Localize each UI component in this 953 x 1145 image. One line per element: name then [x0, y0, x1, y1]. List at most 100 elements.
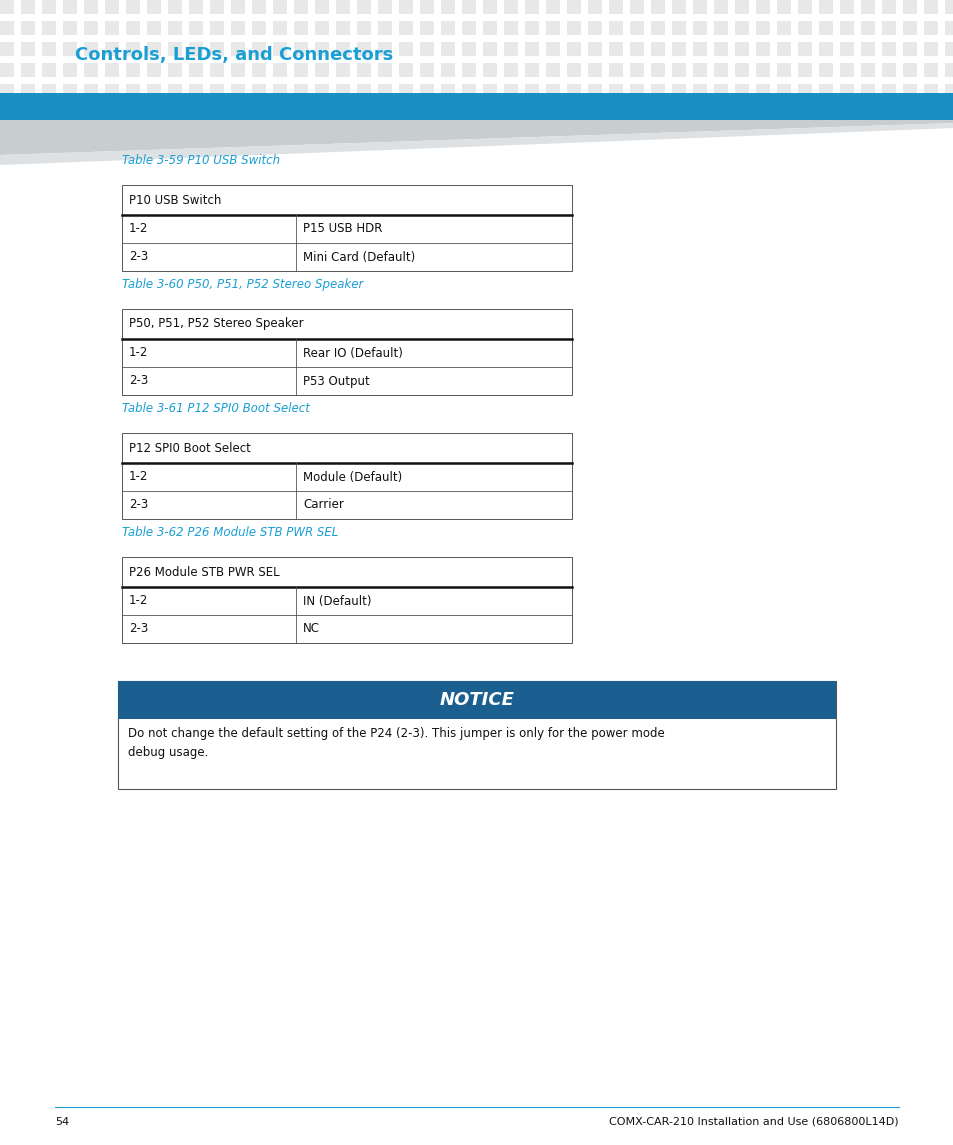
Bar: [566, 42, 580, 56]
Bar: [356, 63, 371, 77]
Bar: [126, 42, 140, 56]
Bar: [231, 84, 245, 98]
Bar: [902, 84, 916, 98]
Bar: [122, 433, 572, 519]
Bar: [189, 63, 203, 77]
Bar: [440, 42, 455, 56]
Bar: [335, 42, 350, 56]
Bar: [503, 63, 517, 77]
Bar: [524, 21, 538, 35]
Bar: [84, 84, 98, 98]
Bar: [189, 42, 203, 56]
Bar: [105, 42, 119, 56]
Bar: [42, 42, 56, 56]
Bar: [671, 42, 685, 56]
Bar: [713, 63, 727, 77]
Bar: [398, 21, 413, 35]
Text: Module (Default): Module (Default): [303, 471, 402, 483]
Bar: [356, 21, 371, 35]
Bar: [566, 84, 580, 98]
Bar: [335, 84, 350, 98]
Bar: [419, 42, 434, 56]
Bar: [168, 21, 182, 35]
Bar: [377, 63, 392, 77]
Text: IN (Default): IN (Default): [303, 594, 371, 608]
Bar: [734, 63, 748, 77]
Bar: [273, 63, 287, 77]
Bar: [0, 0, 953, 88]
Bar: [461, 0, 476, 14]
Text: 1-2: 1-2: [129, 347, 149, 360]
Bar: [840, 21, 853, 35]
Bar: [273, 0, 287, 14]
Bar: [608, 0, 622, 14]
Bar: [377, 21, 392, 35]
Bar: [21, 21, 35, 35]
Bar: [692, 21, 706, 35]
Text: Rear IO (Default): Rear IO (Default): [303, 347, 402, 360]
Bar: [524, 63, 538, 77]
Text: Mini Card (Default): Mini Card (Default): [303, 251, 415, 263]
Bar: [482, 84, 497, 98]
Bar: [882, 84, 895, 98]
Bar: [545, 63, 559, 77]
Bar: [294, 0, 308, 14]
Bar: [671, 21, 685, 35]
Bar: [524, 0, 538, 14]
Bar: [63, 0, 77, 14]
Bar: [482, 21, 497, 35]
Bar: [105, 21, 119, 35]
Bar: [252, 0, 266, 14]
Bar: [587, 0, 601, 14]
Polygon shape: [0, 123, 953, 165]
Bar: [944, 21, 953, 35]
Bar: [168, 63, 182, 77]
Bar: [356, 0, 371, 14]
Bar: [713, 42, 727, 56]
Bar: [776, 63, 790, 77]
Bar: [587, 42, 601, 56]
Bar: [566, 63, 580, 77]
Text: P50, P51, P52 Stereo Speaker: P50, P51, P52 Stereo Speaker: [129, 317, 303, 331]
Bar: [168, 0, 182, 14]
Bar: [63, 42, 77, 56]
Bar: [923, 21, 937, 35]
Text: P10 USB Switch: P10 USB Switch: [129, 194, 221, 206]
Bar: [0, 63, 14, 77]
Bar: [105, 63, 119, 77]
Bar: [840, 63, 853, 77]
Bar: [122, 185, 572, 271]
Bar: [419, 63, 434, 77]
Bar: [755, 0, 769, 14]
Bar: [0, 42, 14, 56]
Bar: [818, 63, 832, 77]
Bar: [440, 21, 455, 35]
Bar: [398, 0, 413, 14]
Bar: [314, 63, 329, 77]
Text: 1-2: 1-2: [129, 222, 149, 236]
Text: Table 3-59 P10 USB Switch: Table 3-59 P10 USB Switch: [122, 153, 280, 167]
Text: P15 USB HDR: P15 USB HDR: [303, 222, 382, 236]
Bar: [776, 21, 790, 35]
Bar: [797, 84, 811, 98]
Bar: [524, 42, 538, 56]
Bar: [545, 84, 559, 98]
Bar: [797, 42, 811, 56]
Bar: [882, 0, 895, 14]
Bar: [440, 0, 455, 14]
Bar: [776, 42, 790, 56]
Bar: [734, 84, 748, 98]
Text: Table 3-62 P26 Module STB PWR SEL: Table 3-62 P26 Module STB PWR SEL: [122, 526, 338, 539]
Bar: [608, 63, 622, 77]
Bar: [650, 21, 664, 35]
Bar: [147, 42, 161, 56]
Bar: [776, 0, 790, 14]
Bar: [587, 84, 601, 98]
Bar: [84, 42, 98, 56]
Bar: [314, 84, 329, 98]
Bar: [818, 42, 832, 56]
Bar: [482, 42, 497, 56]
Bar: [126, 84, 140, 98]
Bar: [0, 0, 14, 14]
Bar: [231, 0, 245, 14]
